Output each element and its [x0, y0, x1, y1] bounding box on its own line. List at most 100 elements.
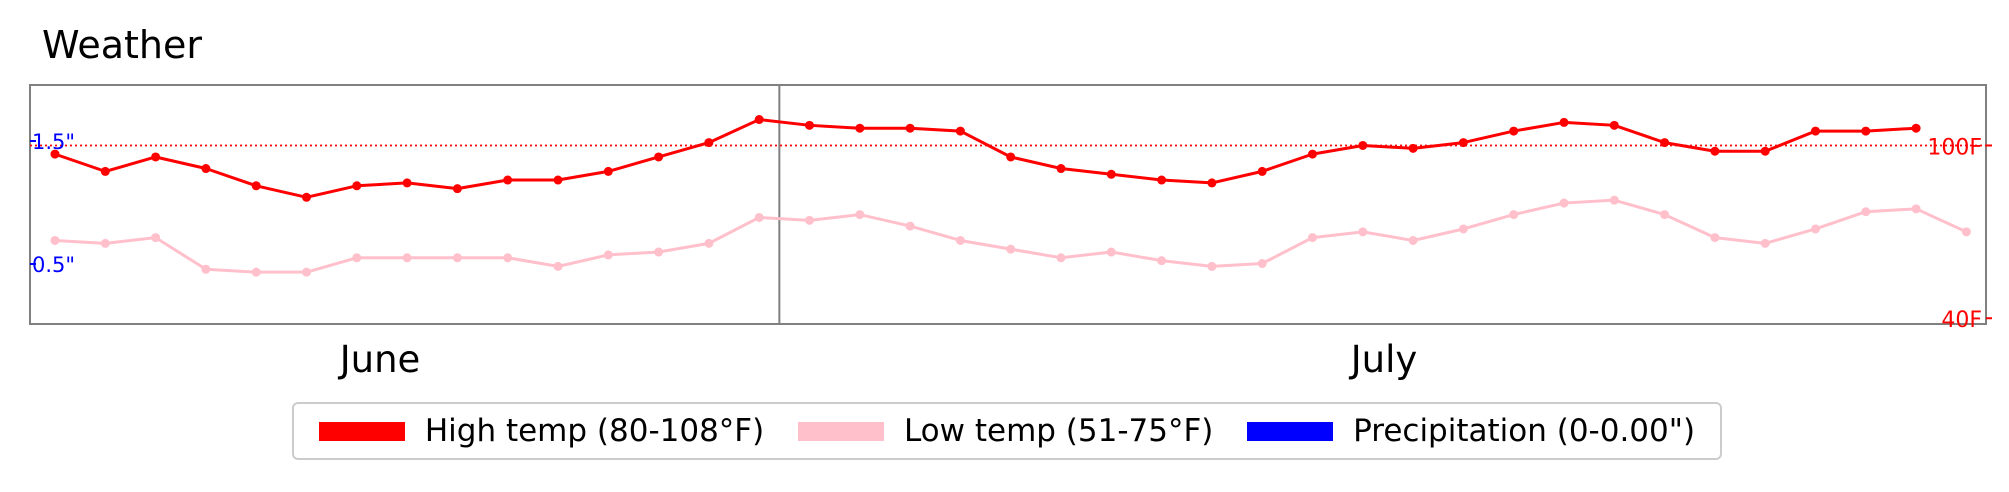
- series-1-point: [905, 221, 915, 231]
- series-1-point: [1710, 233, 1720, 243]
- series-0-point: [151, 152, 161, 162]
- series-1-point: [151, 233, 161, 243]
- series-0-point: [302, 192, 311, 202]
- series-line-1: [54, 198, 1968, 274]
- series-0-point: [1006, 152, 1016, 162]
- series-1-point: [1106, 247, 1116, 257]
- series-1-point: [1911, 204, 1921, 214]
- month-labels: June July: [338, 338, 1418, 381]
- series-0-point: [1308, 149, 1317, 159]
- series-1-point: [251, 267, 261, 277]
- series-1-point: [1308, 233, 1317, 243]
- series-0-point: [1458, 138, 1468, 148]
- series-0-point: [1660, 138, 1670, 148]
- series-line-0: [54, 118, 1917, 199]
- legend-label-high-temp: High temp (80-108°F): [424, 413, 765, 449]
- chart-legend: High temp (80-108°F) Low temp (51-75°F) …: [292, 402, 1722, 460]
- series-1-point: [1861, 207, 1871, 217]
- month-label-july: July: [1349, 338, 1418, 381]
- legend-item-low-temp: Low temp (51-75°F): [797, 413, 1214, 449]
- series-1-point: [50, 235, 60, 245]
- series-1-point: [1408, 235, 1418, 245]
- series-0-point: [100, 166, 110, 176]
- series-1-point: [1559, 198, 1569, 208]
- series-0-point: [1207, 178, 1217, 188]
- series-1-point: [1961, 227, 1971, 237]
- series-0-point: [1760, 146, 1770, 156]
- series-0-point: [503, 175, 513, 185]
- series-1-point: [654, 247, 664, 257]
- legend-item-high-temp: High temp (80-108°F): [318, 413, 765, 449]
- series-0-point: [905, 123, 915, 133]
- legend-item-precipitation: Precipitation (0-0.00"): [1247, 413, 1695, 449]
- series-0-point: [1861, 126, 1871, 136]
- series-0-point: [654, 152, 664, 162]
- series-1-point: [1006, 244, 1016, 254]
- series-1-point: [1458, 224, 1468, 234]
- series-1-point: [1760, 238, 1770, 248]
- series-1-point: [201, 264, 211, 274]
- series-0-point: [201, 164, 211, 174]
- series-1-point: [603, 250, 613, 260]
- series-0-point: [855, 123, 865, 133]
- series-1-point: [1207, 261, 1217, 271]
- month-label-june: June: [338, 338, 421, 381]
- right-axis-tick-label: 40F: [1941, 308, 1982, 333]
- series-0-point: [553, 175, 563, 185]
- series-1-point: [754, 212, 764, 222]
- series-0-point: [1559, 117, 1569, 127]
- right-axis: 40F 100F: [1927, 135, 1992, 333]
- series-0-point: [1056, 164, 1066, 174]
- series-0-point: [352, 181, 362, 191]
- series-0-point: [251, 181, 261, 191]
- series-1-point: [452, 253, 462, 263]
- legend-label-low-temp: Low temp (51-75°F): [903, 413, 1214, 449]
- series-1-point: [805, 215, 814, 225]
- series-1-point: [1358, 227, 1368, 237]
- series-1-point: [1257, 259, 1267, 269]
- series-0-point: [603, 166, 613, 176]
- series-1-point: [1811, 224, 1820, 234]
- series-1-point: [704, 238, 714, 248]
- series-0-point: [1106, 169, 1116, 179]
- series-0-point: [955, 126, 965, 136]
- series-0-point: [1509, 126, 1519, 136]
- series-0-point: [1811, 126, 1820, 136]
- series-0-point: [50, 149, 60, 159]
- series-0-point: [402, 178, 412, 188]
- chart-title: Weather: [42, 23, 202, 67]
- series-1-point: [503, 253, 513, 263]
- series-1-point: [352, 253, 362, 263]
- plot-area: [29, 84, 1987, 325]
- series-1-point: [100, 238, 110, 248]
- left-axis-tick-label: 0.5": [32, 253, 75, 277]
- series-1-point: [402, 253, 412, 263]
- series-0-point: [1358, 140, 1368, 150]
- series-0-point: [1710, 146, 1720, 156]
- series-1-point: [955, 235, 965, 245]
- series-0-point: [754, 115, 764, 125]
- series-0-point: [1408, 143, 1418, 153]
- series-1-point: [1056, 253, 1066, 263]
- legend-swatch-precipitation: [1247, 421, 1334, 441]
- series-1-point: [1157, 256, 1167, 266]
- series-1-point: [302, 267, 311, 277]
- series-0-point: [1911, 123, 1921, 133]
- series-0-point: [1257, 166, 1267, 176]
- legend-swatch-low-temp: [797, 421, 884, 441]
- series-0-point: [452, 184, 462, 194]
- series-0-point: [805, 120, 814, 130]
- series-0-point: [1609, 120, 1619, 130]
- series-1-point: [1609, 195, 1619, 205]
- legend-label-precipitation: Precipitation (0-0.00"): [1353, 413, 1696, 449]
- series-1-point: [1509, 210, 1519, 220]
- series-0-point: [704, 138, 714, 148]
- series-layer: [50, 115, 1971, 277]
- series-0-point: [1157, 175, 1167, 185]
- legend-swatch-high-temp: [318, 421, 405, 441]
- series-1-point: [553, 261, 563, 271]
- series-1-point: [1660, 210, 1670, 220]
- right-axis-tick-label: 100F: [1927, 135, 1982, 160]
- series-1-point: [855, 210, 865, 220]
